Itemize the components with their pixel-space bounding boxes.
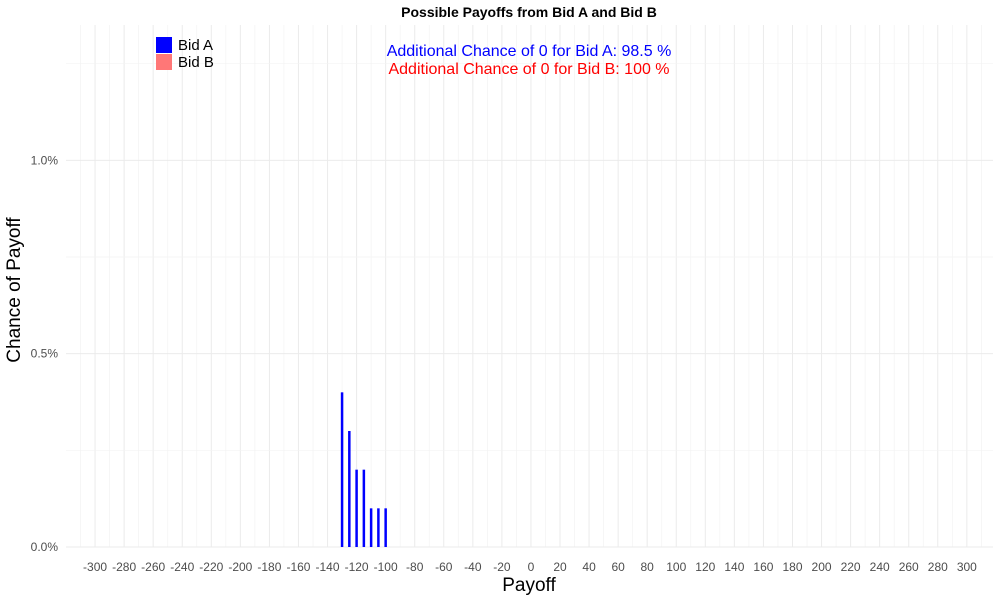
x-tick-label: -20 [493,560,511,574]
x-tick-label: 20 [553,560,567,574]
bar-bid-a [384,508,387,547]
bars [340,392,387,547]
x-tick-label: -60 [435,560,453,574]
x-tick-label: -300 [83,560,107,574]
bar-bid-a [369,508,373,547]
x-tick-label: 280 [928,560,948,574]
annotation-bid-a: Additional Chance of 0 for Bid A: 98.5 % [387,43,672,60]
x-tick-label: -220 [199,560,223,574]
x-tick-label: -160 [286,560,310,574]
x-tick-label: 60 [611,560,625,574]
x-tick-label: 160 [753,560,773,574]
x-tick-label: 0 [528,560,535,574]
x-tick-label: 100 [666,560,686,574]
legend-swatch-bid-a [156,37,172,53]
legend: Bid A Bid B [156,37,214,71]
x-tick-label: 140 [724,560,744,574]
x-tick-label: -260 [141,560,165,574]
x-tick-label: 260 [899,560,919,574]
x-tick-label: -180 [257,560,281,574]
legend-swatch-bid-b [156,54,172,70]
x-tick-labels: -300 -280 -260 -240 -220 -200 -180 -160 -140 -120… [83,560,977,574]
x-tick-label: -40 [464,560,482,574]
bar-bid-a [377,508,380,547]
x-tick-label: -120 [345,560,369,574]
x-tick-label: 80 [641,560,655,574]
y-tick-labels: 0.0% 0.5% 1.0% [31,153,59,554]
x-tick-label: -280 [112,560,136,574]
bar-bid-a [340,392,344,547]
x-tick-label: 200 [812,560,832,574]
y-tick-label: 0.5% [31,347,59,361]
x-tick-label: -140 [316,560,340,574]
chart-title: Possible Payoffs from Bid A and Bid B [401,4,657,20]
x-tick-label: 300 [957,560,977,574]
x-tick-label: -80 [406,560,424,574]
bar-bid-a [348,431,351,547]
x-tick-label: -100 [374,560,398,574]
y-tick-label: 1.0% [31,153,59,167]
x-axis-label: Payoff [502,575,556,596]
x-tick-label: 120 [695,560,715,574]
y-tick-label: 0.0% [31,540,59,554]
legend-label-bid-a: Bid A [178,37,213,54]
bar-bid-a [355,469,358,547]
x-tick-label: 40 [582,560,596,574]
legend-label-bid-b: Bid B [178,54,214,71]
grid [66,25,993,548]
bar-bid-a [362,469,366,547]
x-tick-label: -200 [228,560,252,574]
y-axis-label: Chance of Payoff [4,217,25,363]
x-tick-label: -240 [170,560,194,574]
x-tick-label: 240 [870,560,890,574]
x-tick-label: 220 [841,560,861,574]
x-tick-label: 180 [782,560,802,574]
annotation-bid-b: Additional Chance of 0 for Bid B: 100 % [388,61,669,78]
